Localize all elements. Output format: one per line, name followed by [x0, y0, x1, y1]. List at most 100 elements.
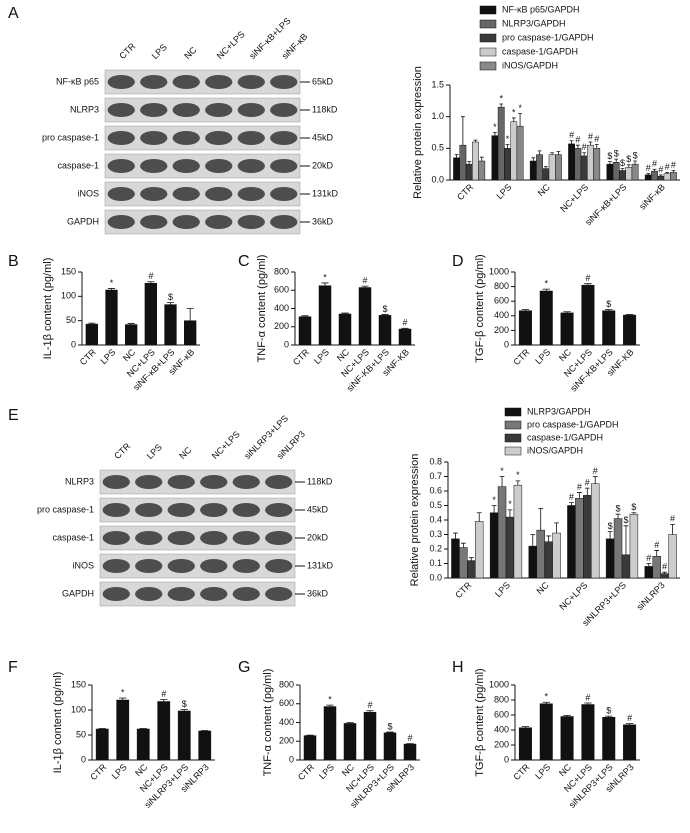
- panel-letter: H: [452, 659, 464, 676]
- error-bar: [608, 161, 612, 165]
- error-bar: [479, 156, 484, 161]
- lane-label: NC: [182, 44, 199, 61]
- significance-mark: $: [626, 154, 631, 164]
- bar: [644, 174, 652, 181]
- bar: [539, 703, 553, 761]
- x-tick-label: CTR: [291, 347, 312, 368]
- error-bar: [521, 726, 530, 728]
- blot-band: [172, 159, 200, 173]
- error-bar: [625, 723, 634, 725]
- blot-band: [237, 131, 265, 145]
- bar: [575, 498, 584, 579]
- y-tick-label: 0.0: [429, 572, 442, 582]
- error-bar: [401, 327, 409, 330]
- row-label: GAPDH: [62, 588, 94, 598]
- x-tick-label: LPS: [533, 347, 552, 366]
- y-tick-label: 0.5: [429, 500, 442, 510]
- blot-strip: [99, 525, 296, 551]
- lane-label: NC+LPS: [210, 429, 242, 461]
- bar: [539, 290, 553, 346]
- y-tick-label: 800: [494, 694, 509, 704]
- y-tick-label: 400: [494, 724, 509, 734]
- significance-mark: #: [569, 130, 574, 140]
- blot-band: [172, 131, 200, 145]
- significance-mark: #: [161, 689, 166, 699]
- blot-band: [172, 75, 200, 89]
- error-bar: [98, 728, 106, 729]
- error-bar: [592, 476, 598, 484]
- y-tick-label: 0: [289, 754, 294, 764]
- significance-mark: #: [670, 514, 675, 524]
- blot-band: [265, 531, 293, 545]
- bar: [581, 704, 595, 761]
- significance-mark: #: [575, 135, 580, 145]
- blot-band: [140, 159, 168, 173]
- bar: [629, 513, 639, 579]
- legend-label: iNOS/GAPDH: [502, 60, 558, 70]
- blot-band: [167, 531, 195, 545]
- kd-label: 36kD: [312, 216, 334, 226]
- x-tick-label: NC+LPS: [558, 182, 590, 214]
- bar: [298, 316, 312, 346]
- blot-band: [232, 475, 260, 489]
- bar: [602, 717, 616, 761]
- significance-mark: $: [623, 515, 628, 525]
- legend-swatch: [504, 420, 522, 430]
- error-bar: [521, 309, 530, 311]
- row-label: caspase-1: [52, 532, 94, 542]
- x-tick-label: NC: [133, 762, 150, 779]
- legend-swatch: [479, 33, 497, 43]
- error-bar: [575, 144, 580, 149]
- significance-mark: *: [110, 278, 114, 288]
- significance-mark: #: [585, 273, 590, 283]
- kd-label: 131kD: [307, 560, 334, 570]
- significance-mark: *: [500, 466, 504, 476]
- x-tick-label: CTR: [511, 762, 532, 783]
- kd-label: 36kD: [307, 588, 329, 598]
- error-bar: [119, 697, 127, 700]
- error-bar: [556, 151, 561, 155]
- bar: [625, 167, 633, 181]
- error-bar: [563, 311, 571, 313]
- legend-label: iNOS/GAPDH: [527, 445, 583, 455]
- significance-mark: *: [121, 687, 125, 697]
- blot-band: [102, 559, 130, 573]
- y-tick-label: 800: [279, 679, 294, 689]
- bar: [164, 304, 177, 346]
- blot-band: [102, 503, 130, 517]
- significance-mark: *: [492, 495, 496, 505]
- significance-mark: $: [631, 502, 636, 512]
- x-tick-label: LPS: [494, 182, 513, 201]
- bar: [378, 315, 392, 346]
- significance-mark: #: [407, 733, 412, 743]
- bar: [631, 163, 639, 181]
- bar: [660, 573, 669, 579]
- bar: [303, 735, 317, 761]
- legend-label: caspase-1/GAPDH: [527, 432, 603, 442]
- error-bar: [460, 116, 465, 146]
- y-tick-label: 400: [279, 717, 294, 727]
- blot-band: [270, 131, 298, 145]
- blot-band: [167, 475, 195, 489]
- bar: [383, 732, 397, 761]
- error-bar: [386, 731, 394, 733]
- bar: [560, 716, 574, 761]
- bar: [619, 170, 626, 181]
- blot-band: [200, 531, 228, 545]
- significance-mark: #: [652, 159, 657, 169]
- error-bar: [361, 285, 369, 288]
- significance-mark: #: [646, 553, 651, 563]
- legend-swatch: [479, 61, 497, 71]
- blot-band: [140, 75, 168, 89]
- legend-label: pro caspase-1/GAPDH: [502, 32, 594, 42]
- error-bar: [625, 313, 634, 316]
- y-tick-label: 0.0: [431, 174, 444, 184]
- significance-mark: #: [646, 163, 651, 173]
- blot-band: [107, 159, 135, 173]
- error-bar: [453, 532, 458, 539]
- y-axis-title: TGF-β content (pg/ml): [474, 254, 486, 362]
- error-bar: [160, 699, 168, 702]
- legend-swatch: [479, 19, 497, 29]
- x-tick-label: siNLRP3: [635, 580, 667, 612]
- lane-label: siNLRP3: [275, 429, 307, 461]
